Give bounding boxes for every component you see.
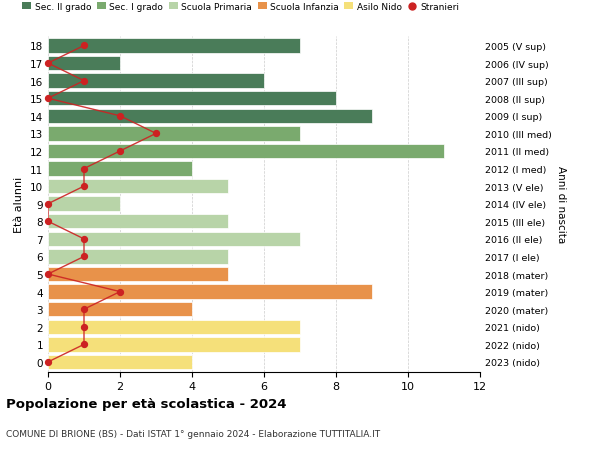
Bar — [48, 302, 192, 317]
Bar — [48, 57, 120, 71]
Point — [79, 324, 89, 331]
Bar — [48, 39, 300, 54]
Point — [79, 78, 89, 85]
Bar — [48, 285, 372, 299]
Point — [79, 253, 89, 261]
Bar — [48, 74, 264, 89]
Bar — [48, 267, 228, 282]
Bar — [48, 179, 228, 194]
Point — [79, 166, 89, 173]
Bar — [48, 215, 228, 229]
Point — [79, 43, 89, 50]
Bar — [48, 162, 192, 176]
Point — [79, 235, 89, 243]
Point — [115, 288, 125, 296]
Legend: Sec. II grado, Sec. I grado, Scuola Primaria, Scuola Infanzia, Asilo Nido, Stran: Sec. II grado, Sec. I grado, Scuola Prim… — [22, 3, 459, 11]
Text: COMUNE DI BRIONE (BS) - Dati ISTAT 1° gennaio 2024 - Elaborazione TUTTITALIA.IT: COMUNE DI BRIONE (BS) - Dati ISTAT 1° ge… — [6, 429, 380, 438]
Point — [79, 183, 89, 190]
Bar — [48, 355, 192, 369]
Point — [43, 218, 53, 225]
Bar — [48, 232, 300, 246]
Point — [43, 271, 53, 278]
Y-axis label: Età alunni: Età alunni — [14, 176, 25, 232]
Point — [43, 201, 53, 208]
Point — [79, 306, 89, 313]
Bar — [48, 197, 120, 212]
Bar — [48, 127, 300, 141]
Bar — [48, 145, 444, 159]
Point — [115, 148, 125, 155]
Point — [43, 60, 53, 67]
Y-axis label: Anni di nascita: Anni di nascita — [556, 166, 566, 243]
Point — [79, 341, 89, 348]
Point — [151, 130, 161, 138]
Point — [43, 95, 53, 103]
Bar — [48, 250, 228, 264]
Bar — [48, 109, 372, 124]
Bar — [48, 92, 336, 106]
Bar — [48, 320, 300, 334]
Bar — [48, 337, 300, 352]
Point — [115, 113, 125, 120]
Point — [43, 358, 53, 366]
Text: Popolazione per età scolastica - 2024: Popolazione per età scolastica - 2024 — [6, 397, 287, 410]
